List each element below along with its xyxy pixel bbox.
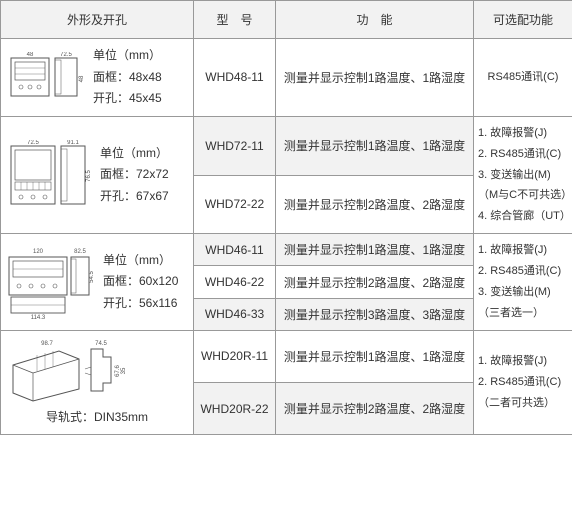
spec-table: 外形及开孔 型 号 功 能 可选配功能 — [0, 0, 572, 435]
frame-label: 面框：72x72 — [100, 164, 169, 186]
hole-label: 开孔：67x67 — [100, 186, 169, 208]
unit-label: 单位（mm） — [100, 143, 169, 165]
model-cell: WHD72-22 — [194, 175, 276, 234]
shape-text-72: 单位（mm） 面框：72x72 开孔：67x67 — [100, 143, 169, 208]
opt-line: （M与C不可共选） — [478, 185, 568, 206]
svg-text:72.5: 72.5 — [60, 52, 72, 58]
device-drawing-46: 120 114.3 82.5 54.5 — [7, 243, 95, 321]
model-cell: WHD20R-11 — [194, 330, 276, 382]
opt-cell-20r: 1. 故障报警(J) 2. RS485通讯(C) （二者可共选） — [474, 330, 572, 435]
func-cell: 测量并显示控制2路温度、2路湿度 — [276, 266, 474, 298]
device-drawing-20r: 98.7 74.5 67.6 35 — [7, 337, 127, 403]
shape-text-46: 单位（mm） 面框：60x120 开孔：56x116 — [103, 250, 178, 315]
shape-cell-72: 72.5 91.1 76.5 单位（mm） 面框：72x72 开孔：67x67 — [1, 116, 194, 233]
svg-text:54.5: 54.5 — [89, 271, 95, 283]
unit-label: 单位（mm） — [103, 250, 178, 272]
table-row: 98.7 74.5 67.6 35 导轨式：DIN35mm WHD20R-11 … — [1, 330, 572, 382]
device-drawing-72: 72.5 91.1 76.5 — [7, 140, 92, 210]
header-row: 外形及开孔 型 号 功 能 可选配功能 — [1, 1, 572, 39]
opt-line: 2. RS485通讯(C) — [478, 372, 568, 393]
header-shape: 外形及开孔 — [1, 1, 194, 39]
header-opt: 可选配功能 — [474, 1, 572, 39]
header-model: 型 号 — [194, 1, 276, 39]
opt-cell-72: 1. 故障报警(J) 2. RS485通讯(C) 3. 变送输出(M) （M与C… — [474, 116, 572, 233]
svg-text:74.5: 74.5 — [95, 341, 107, 347]
opt-line: 1. 故障报警(J) — [478, 351, 568, 372]
shape-cell-48: 48 72.5 48 单位（mm） 面框：48x48 开孔：45x45 — [1, 39, 194, 117]
svg-text:76.5: 76.5 — [86, 170, 92, 182]
frame-label: 面框：60x120 — [103, 271, 178, 293]
model-cell: WHD48-11 — [194, 39, 276, 117]
model-cell: WHD20R-22 — [194, 383, 276, 435]
svg-text:120: 120 — [33, 249, 44, 255]
shape-text-48: 单位（mm） 面框：48x48 开孔：45x45 — [93, 45, 162, 110]
func-cell: 测量并显示控制1路温度、1路湿度 — [276, 234, 474, 266]
opt-cell: RS485通讯(C) — [474, 39, 572, 117]
func-cell: 测量并显示控制3路温度、3路湿度 — [276, 298, 474, 330]
rail-label: 导轨式：DIN35mm — [46, 407, 148, 429]
model-cell: WHD46-33 — [194, 298, 276, 330]
opt-line: 2. RS485通讯(C) — [478, 144, 568, 165]
opt-line: （二者可共选） — [478, 393, 568, 414]
svg-text:72.5: 72.5 — [27, 140, 39, 146]
svg-text:98.7: 98.7 — [41, 341, 53, 347]
opt-line: 1. 故障报警(J) — [478, 123, 568, 144]
shape-cell-20r: 98.7 74.5 67.6 35 导轨式：DIN35mm — [1, 330, 194, 435]
opt-line: 3. 变送输出(M) — [478, 282, 568, 303]
opt-line: 3. 变送输出(M) — [478, 165, 568, 186]
hole-label: 开孔：45x45 — [93, 88, 162, 110]
table-row: 72.5 91.1 76.5 单位（mm） 面框：72x72 开孔：67x67 … — [1, 116, 572, 175]
table-row: 120 114.3 82.5 54.5 单位（mm） 面框：60x120 开孔：… — [1, 234, 572, 266]
func-cell: 测量并显示控制1路温度、1路湿度 — [276, 116, 474, 175]
hole-label: 开孔：56x116 — [103, 293, 178, 315]
svg-text:48: 48 — [79, 75, 85, 82]
svg-text:114.3: 114.3 — [31, 315, 46, 321]
frame-label: 面框：48x48 — [93, 67, 162, 89]
func-cell: 测量并显示控制2路温度、2路湿度 — [276, 175, 474, 234]
shape-cell-46: 120 114.3 82.5 54.5 单位（mm） 面框：60x120 开孔：… — [1, 234, 194, 331]
svg-text:82.5: 82.5 — [74, 249, 86, 255]
opt-cell-46: 1. 故障报警(J) 2. RS485通讯(C) 3. 变送输出(M) （三者选… — [474, 234, 572, 331]
func-cell: 测量并显示控制1路温度、1路湿度 — [276, 330, 474, 382]
unit-label: 单位（mm） — [93, 45, 162, 67]
func-cell: 测量并显示控制1路温度、1路湿度 — [276, 39, 474, 117]
model-cell: WHD46-22 — [194, 266, 276, 298]
func-cell: 测量并显示控制2路温度、2路湿度 — [276, 383, 474, 435]
header-func: 功 能 — [276, 1, 474, 39]
opt-line: 2. RS485通讯(C) — [478, 261, 568, 282]
svg-text:35: 35 — [121, 367, 127, 374]
svg-text:48: 48 — [27, 52, 34, 58]
svg-text:91.1: 91.1 — [67, 140, 79, 146]
table-row: 48 72.5 48 单位（mm） 面框：48x48 开孔：45x45 WHD4… — [1, 39, 572, 117]
model-cell: WHD46-11 — [194, 234, 276, 266]
opt-line: 4. 综合管廊（UT） — [478, 206, 568, 227]
shape-text-20r: 导轨式：DIN35mm — [46, 407, 148, 429]
device-drawing-48: 48 72.5 48 — [7, 52, 85, 102]
opt-line: （三者选一） — [478, 303, 568, 324]
opt-line: 1. 故障报警(J) — [478, 240, 568, 261]
model-cell: WHD72-11 — [194, 116, 276, 175]
